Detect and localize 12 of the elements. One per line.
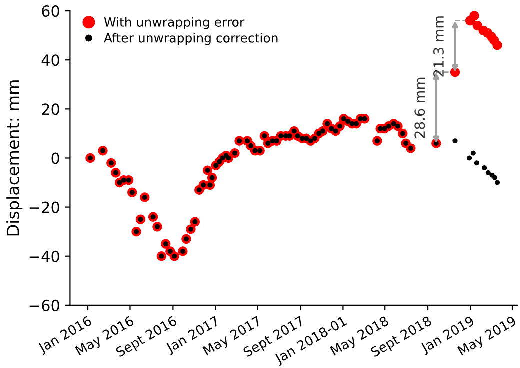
annotation: 21.3 mm	[434, 16, 444, 77]
y-tick-label: 0	[52, 152, 60, 164]
y-tick-label: 40	[42, 54, 60, 66]
y-axis-title: Displacement: mm	[6, 80, 23, 236]
annotation: 28.6 mm	[414, 78, 426, 138]
y-tick-label: 20	[42, 104, 60, 116]
legend-label: With unwrapping error	[104, 17, 245, 30]
y-tick-label: −60	[30, 300, 60, 312]
y-tick-label: −20	[30, 202, 60, 214]
legend-label: After unwrapping correction	[104, 33, 278, 46]
y-tick-label: 60	[42, 6, 60, 18]
y-tick-label: −40	[30, 250, 60, 262]
